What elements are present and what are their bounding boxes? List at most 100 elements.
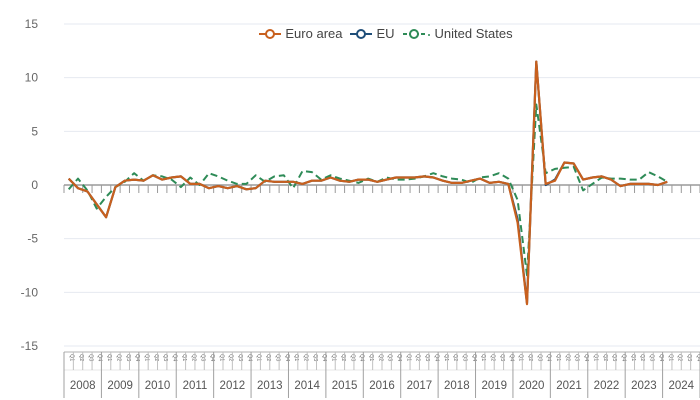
year-label: 2012 (220, 380, 246, 392)
quarter-label: Q4 (621, 354, 627, 361)
legend-marker-icon (259, 28, 282, 39)
quarter-label: Q3 (312, 354, 318, 361)
y-axis: 15 10 5 0 -5 -10 -15 (21, 17, 39, 353)
quarter-label: Q3 (387, 354, 393, 361)
quarter-label: Q3 (574, 354, 580, 361)
quarter-label: Q4 (508, 354, 514, 361)
x-axis: Q1 Q2 Q3 Q4 Q1 Q2 Q3 Q4 Q1 Q2 Q3 Q4 Q1 Q2 Q3 Q4 Q1 Q2 Q3 Q4… (63, 184, 700, 398)
y-tick-label: -15 (21, 339, 39, 353)
quarter-label: Q3 (200, 354, 206, 361)
quarter-label: Q4 (284, 354, 290, 361)
quarter-label: Q2 (564, 354, 570, 361)
series-line-eu (67, 60, 668, 305)
quarter-label: Q4 (209, 354, 215, 361)
quarter-label: Q2 (78, 354, 84, 361)
quarter-label: Q1 (518, 354, 524, 361)
y-tick-label: 5 (31, 124, 38, 138)
quarter-label: Q3 (611, 354, 617, 361)
year-label: 2020 (519, 380, 545, 392)
quarter-label: Q4 (695, 354, 700, 361)
series-lines (67, 60, 668, 306)
quarter-label: Q2 (228, 354, 234, 361)
quarter-label: Q2 (415, 354, 421, 361)
year-label: 2011 (183, 380, 208, 392)
y-tick-label: -5 (27, 232, 38, 246)
year-label: 2021 (556, 380, 582, 392)
quarter-label: Q1 (592, 354, 598, 361)
legend-label: United States (434, 26, 513, 41)
quarter-label: Q3 (237, 354, 243, 361)
year-label: 2018 (444, 380, 470, 392)
y-tick-label: -10 (21, 285, 39, 299)
legend-item-euro-area[interactable]: Euro area (259, 26, 342, 41)
quarter-label: Q2 (265, 354, 271, 361)
quarter-label: Q1 (256, 354, 262, 361)
quarter-label: Q3 (87, 354, 93, 361)
quarter-label: Q1 (368, 354, 374, 361)
quarter-label: Q4 (546, 354, 552, 361)
quarter-label: Q1 (331, 354, 337, 361)
quarter-label: Q1 (181, 354, 187, 361)
quarter-label: Q2 (490, 354, 496, 361)
y-tick-label: 15 (25, 17, 39, 31)
legend-item-eu[interactable]: EU (350, 26, 395, 41)
year-label: 2017 (407, 380, 433, 392)
quarter-label: Q1 (630, 354, 636, 361)
quarter-label: Q4 (471, 354, 477, 361)
year-label: 2023 (631, 380, 657, 392)
quarter-label: Q2 (527, 354, 533, 361)
legend-marker-icon (350, 28, 373, 39)
quarter-label: Q4 (321, 354, 327, 361)
quarter-label: Q3 (649, 354, 655, 361)
quarter-label: Q3 (349, 354, 355, 361)
quarter-label: Q2 (677, 354, 683, 361)
quarter-label: Q1 (218, 354, 224, 361)
legend-marker-icon (402, 28, 430, 39)
quarter-label: Q4 (396, 354, 402, 361)
year-label: 2019 (481, 380, 507, 392)
year-label: 2016 (369, 380, 395, 392)
quarter-label: Q4 (172, 354, 178, 361)
year-label: 2013 (257, 380, 283, 392)
quarter-label: Q2 (377, 354, 383, 361)
quarter-label: Q3 (462, 354, 468, 361)
quarter-label: Q1 (144, 354, 150, 361)
quarter-label: Q2 (602, 354, 608, 361)
quarter-label: Q4 (134, 354, 140, 361)
year-label: 2008 (70, 380, 96, 392)
quarter-label: Q4 (433, 354, 439, 361)
quarter-label: Q1 (480, 354, 486, 361)
quarter-label: Q2 (115, 354, 121, 361)
quarter-label: Q2 (639, 354, 645, 361)
quarter-label: Q3 (162, 354, 168, 361)
quarter-label: Q1 (555, 354, 561, 361)
quarter-label: Q4 (658, 354, 664, 361)
year-label: 2009 (107, 380, 133, 392)
quarter-label: Q4 (359, 354, 365, 361)
legend-label: Euro area (285, 26, 343, 41)
quarter-label: Q1 (106, 354, 112, 361)
quarter-label: Q1 (667, 354, 673, 361)
year-label: 2024 (668, 380, 694, 392)
y-tick-label: 0 (31, 178, 38, 192)
quarter-label: Q2 (190, 354, 196, 361)
quarter-label: Q2 (340, 354, 346, 361)
quarter-label: Q3 (424, 354, 430, 361)
year-label: 2022 (594, 380, 620, 392)
quarter-label: Q3 (125, 354, 131, 361)
quarter-label: Q4 (583, 354, 589, 361)
quarter-label: Q1 (443, 354, 449, 361)
series-line-united-states (67, 103, 668, 277)
quarter-label: Q4 (97, 354, 103, 361)
year-label: 2010 (145, 380, 171, 392)
quarter-label: Q3 (499, 354, 505, 361)
y-tick-label: 10 (25, 71, 39, 85)
quarter-label: Q3 (686, 354, 692, 361)
chart-legend: Euro area EU United States (36, 26, 700, 41)
year-label: 2015 (332, 380, 358, 392)
gridlines (64, 23, 700, 347)
legend-label: EU (376, 26, 395, 41)
legend-item-united-states[interactable]: United States (402, 26, 513, 41)
